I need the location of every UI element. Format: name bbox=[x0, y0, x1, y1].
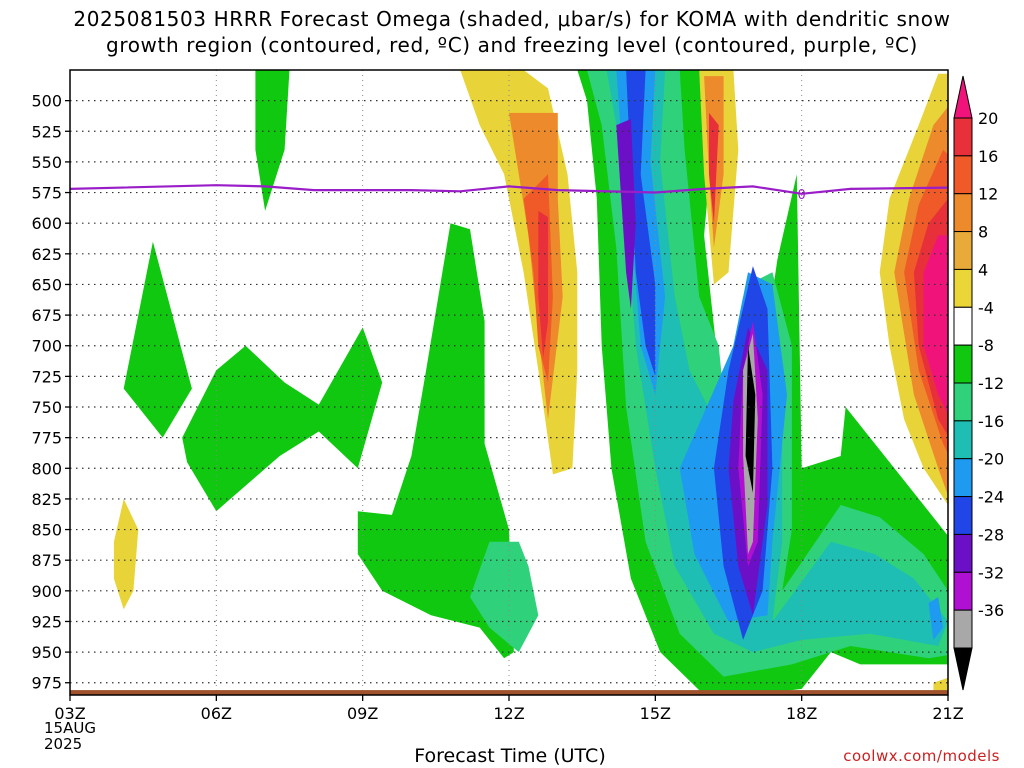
date-line-1: 15AUG bbox=[44, 719, 96, 737]
freezing-level-line bbox=[69, 184, 949, 195]
ground-surface-band bbox=[70, 690, 948, 695]
y-tick-label: 550 bbox=[31, 153, 62, 172]
colorbar-label: 16 bbox=[978, 147, 998, 166]
colorbar-swatch bbox=[953, 609, 973, 649]
colorbar-swatch bbox=[953, 496, 973, 535]
freezing-level-label: 0 bbox=[798, 188, 806, 203]
y-tick-label: 625 bbox=[31, 245, 62, 264]
colorbar-label: -20 bbox=[978, 450, 1004, 469]
y-tick-label: 675 bbox=[31, 306, 62, 325]
omega-region-5 bbox=[470, 541, 539, 653]
x-tick-label: 12Z bbox=[493, 704, 524, 723]
omega-region-0 bbox=[255, 70, 290, 211]
x-tick-label: 15Z bbox=[640, 704, 671, 723]
colorbar-swatch bbox=[953, 382, 973, 422]
colorbar-swatch bbox=[953, 571, 973, 611]
x-axis-time-ticks: 03Z 06Z 09Z 12Z 15Z 18Z 21Z bbox=[54, 695, 964, 723]
colorbar-label: 12 bbox=[978, 185, 998, 204]
colorbar-label: -36 bbox=[978, 601, 1004, 620]
colorbar-bottom-arrow bbox=[953, 647, 973, 691]
colorbar-label: 20 bbox=[978, 109, 998, 128]
colorbar-label: -4 bbox=[978, 298, 994, 317]
y-tick-label: 500 bbox=[31, 92, 62, 111]
y-tick-label: 725 bbox=[31, 367, 62, 386]
colorbar-swatch bbox=[953, 117, 973, 157]
colorbar-swatch bbox=[953, 231, 973, 270]
omega-region-30 bbox=[923, 235, 948, 415]
y-tick-label: 825 bbox=[31, 490, 62, 509]
omega-region-9 bbox=[538, 210, 548, 358]
colorbar-swatch bbox=[953, 306, 973, 346]
date-line-2: 2025 bbox=[44, 735, 83, 753]
y-tick-label: 800 bbox=[31, 459, 62, 478]
y-tick-label: 775 bbox=[31, 429, 62, 448]
colorbar-swatch bbox=[953, 344, 973, 384]
x-tick-label: 03Z bbox=[54, 704, 85, 723]
y-tick-label: 650 bbox=[31, 275, 62, 294]
colorbar-label: -24 bbox=[978, 488, 1004, 507]
colorbar-swatch bbox=[953, 155, 973, 195]
omega-region-22 bbox=[928, 597, 944, 640]
y-axis-pressure-ticks: 500 525 550 575 600 625 650 675 700 725 750 775 800 8… bbox=[31, 92, 70, 693]
omega-region-4 bbox=[357, 223, 514, 659]
y-tick-label: 950 bbox=[31, 643, 62, 662]
chart-title: 2025081503 HRRR Forecast Omega (shaded, … bbox=[0, 6, 1024, 58]
omega-region-2 bbox=[113, 498, 139, 610]
omega-shaded-regions bbox=[113, 70, 948, 695]
colorbar-label: 8 bbox=[978, 223, 988, 242]
y-tick-label: 875 bbox=[31, 551, 62, 570]
colorbar-top-arrow bbox=[953, 75, 973, 119]
ground-band bbox=[70, 690, 948, 695]
colorbar-label: -12 bbox=[978, 374, 1004, 393]
dotted-gridlines bbox=[70, 70, 948, 695]
omega-region-17 bbox=[616, 119, 636, 309]
colorbar-swatch bbox=[953, 458, 973, 498]
colorbar-label: 4 bbox=[978, 260, 988, 279]
y-tick-label: 850 bbox=[31, 521, 62, 540]
colorbar-label: -32 bbox=[978, 563, 1004, 582]
x-tick-label: 09Z bbox=[347, 704, 378, 723]
colorbar-swatch bbox=[953, 193, 973, 233]
y-tick-label: 600 bbox=[31, 214, 62, 233]
y-tick-label: 900 bbox=[31, 582, 62, 601]
colorbar-swatch bbox=[953, 533, 973, 573]
x-axis-label: Forecast Time (UTC) bbox=[414, 745, 606, 767]
colorbar-label: -28 bbox=[978, 525, 1004, 544]
omega-colorbar: 20 16 12 8 4 -4 -8 -12 -16 -20 -24 -28 -32 -36 bbox=[953, 75, 1004, 691]
colorbar-swatch bbox=[953, 420, 973, 460]
title-line-1: 2025081503 HRRR Forecast Omega (shaded, … bbox=[73, 7, 951, 31]
x-tick-label: 21Z bbox=[932, 704, 963, 723]
omega-region-3 bbox=[182, 327, 383, 512]
init-date-stamp: 15AUG 2025 bbox=[44, 720, 104, 752]
y-tick-label: 525 bbox=[31, 122, 62, 141]
y-tick-label: 925 bbox=[31, 612, 62, 631]
colorbar-label: -16 bbox=[978, 412, 1004, 431]
y-tick-label: 575 bbox=[31, 184, 62, 203]
omega-region-21 bbox=[745, 345, 756, 493]
omega-region-1 bbox=[123, 241, 192, 438]
x-tick-label: 06Z bbox=[201, 704, 232, 723]
colorbar-label: -8 bbox=[978, 336, 994, 355]
y-tick-label: 975 bbox=[31, 674, 62, 693]
x-tick-label: 18Z bbox=[786, 704, 817, 723]
colorbar-swatch bbox=[953, 268, 973, 308]
y-tick-label: 750 bbox=[31, 398, 62, 417]
freezing-level-contour: 0 bbox=[69, 184, 949, 203]
title-line-2: growth region (contoured, red, ºC) and f… bbox=[106, 33, 918, 57]
credit-link[interactable]: coolwx.com/models bbox=[843, 747, 1000, 765]
omega-region-25 bbox=[709, 112, 719, 224]
y-tick-label: 700 bbox=[31, 337, 62, 356]
